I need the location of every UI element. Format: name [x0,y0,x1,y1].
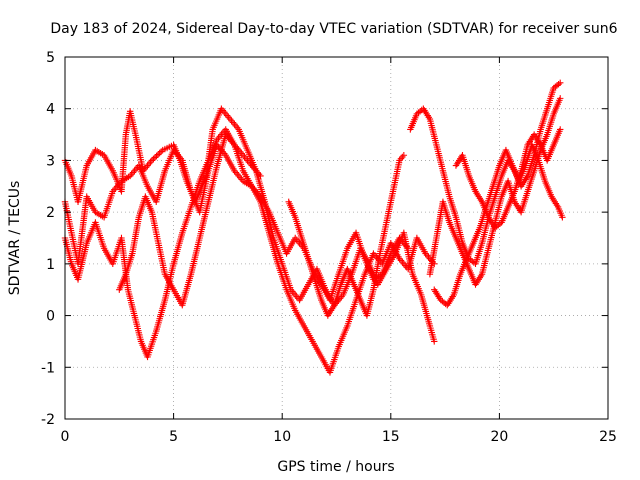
data-point [559,214,566,221]
y-tick-label: 5 [46,50,55,66]
y-tick-label: -1 [41,360,55,376]
plot-frame [64,56,609,420]
y-tick-label: 4 [46,102,55,118]
series-trace-e [285,152,408,319]
y-tick-label: 0 [46,309,55,325]
data-markers [61,79,566,376]
axis-ticks: 0 5 10 15 20 25 -2 -1 0 1 2 3 4 5 [41,50,617,445]
x-tick-label: 10 [273,429,291,445]
chart-title: Day 183 of 2024, Sidereal Day-to-day VTE… [50,21,617,37]
data-point [154,151,162,158]
x-tick-label: 0 [61,429,70,445]
data-point [148,157,156,164]
x-axis-label: GPS time / hours [277,459,394,475]
series-trace-f [407,79,564,268]
data-point [157,148,165,155]
grid-layer [65,57,608,419]
y-tick-label: 2 [46,205,55,221]
data-point [151,154,159,161]
series-trace-d [116,131,264,309]
y-tick-label: 3 [46,153,55,169]
data-point [400,152,408,159]
data-point [404,245,412,252]
data-point [150,155,157,163]
series-trace-g [426,95,564,288]
y-axis-label: SDTVAR / TECUs [7,181,23,296]
x-tick-label: 5 [169,429,178,445]
y-tick-label: -2 [41,412,55,428]
series-trace-c [61,141,412,304]
data-point [156,149,163,157]
data-point [257,172,264,180]
data-point [557,126,564,133]
data-point [431,338,438,345]
x-tick-label: 15 [382,429,400,445]
data-point [557,95,564,102]
data-point [557,79,564,87]
x-tick-label: 25 [599,429,617,445]
x-tick-label: 20 [490,429,508,445]
series-trace-i [452,126,564,231]
y-tick-label: 1 [46,257,55,273]
data-point [153,152,160,160]
